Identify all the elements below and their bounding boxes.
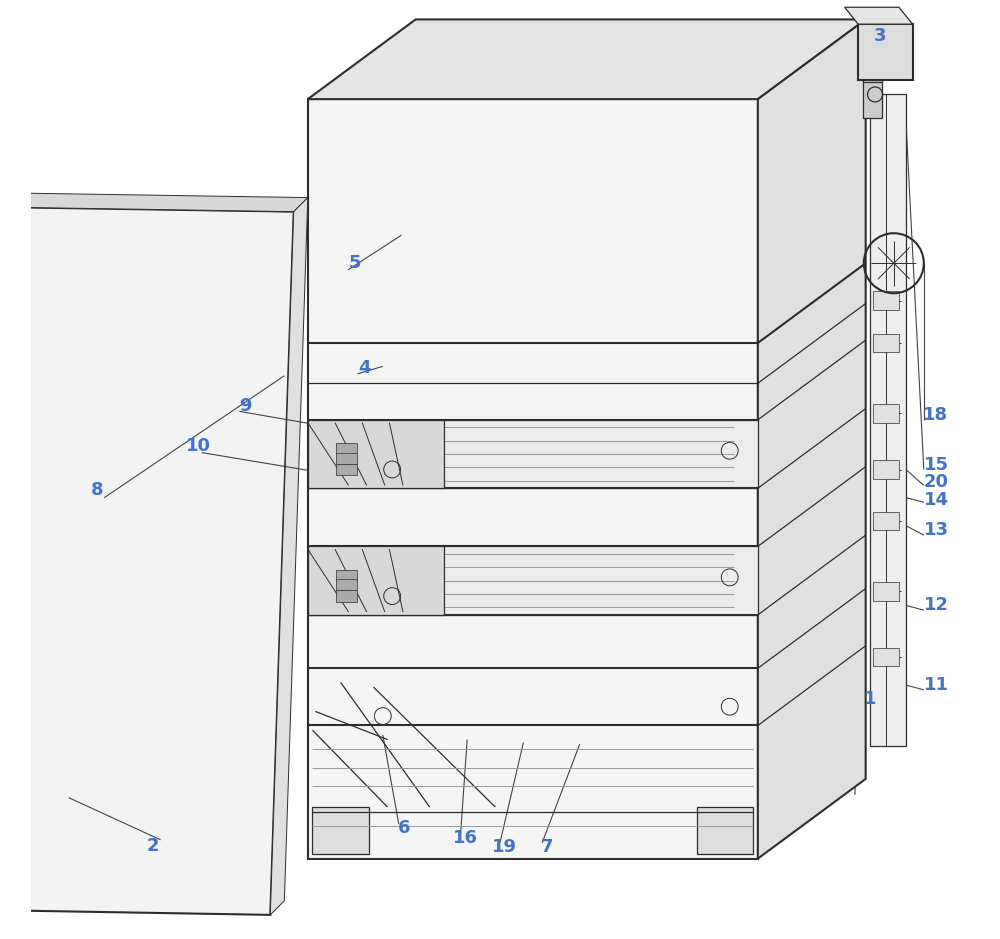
Text: 16: 16 xyxy=(453,829,478,847)
Bar xyxy=(336,464,357,475)
Text: 13: 13 xyxy=(923,521,948,539)
Bar xyxy=(697,807,753,854)
Bar xyxy=(308,420,758,488)
Text: 15: 15 xyxy=(923,455,948,474)
Bar xyxy=(308,420,444,488)
Bar xyxy=(873,582,899,601)
Polygon shape xyxy=(308,100,758,858)
Polygon shape xyxy=(0,207,294,915)
Bar xyxy=(873,648,899,667)
Bar xyxy=(308,546,444,615)
Text: 8: 8 xyxy=(91,481,103,500)
Text: 20: 20 xyxy=(923,472,948,491)
Text: 7: 7 xyxy=(541,839,553,856)
Polygon shape xyxy=(758,20,866,858)
Text: 12: 12 xyxy=(923,596,948,614)
Text: 5: 5 xyxy=(348,254,361,272)
Text: 3: 3 xyxy=(873,27,886,45)
Text: 14: 14 xyxy=(923,490,948,509)
Polygon shape xyxy=(270,197,308,915)
Text: 19: 19 xyxy=(492,839,517,856)
Bar xyxy=(873,460,899,479)
Polygon shape xyxy=(845,8,913,24)
Bar xyxy=(870,95,906,747)
Bar xyxy=(308,546,758,615)
Bar xyxy=(336,453,357,464)
Bar xyxy=(863,66,882,83)
Bar xyxy=(863,81,882,118)
Bar xyxy=(873,333,899,352)
Bar xyxy=(873,404,899,423)
Bar xyxy=(312,807,369,854)
Polygon shape xyxy=(858,24,913,81)
Bar xyxy=(336,443,357,454)
Text: 11: 11 xyxy=(923,676,948,694)
Polygon shape xyxy=(0,192,308,211)
Text: 10: 10 xyxy=(186,437,211,455)
Bar xyxy=(873,512,899,531)
Polygon shape xyxy=(308,20,866,100)
Text: 1: 1 xyxy=(864,690,877,708)
Bar xyxy=(336,570,357,581)
Bar xyxy=(336,591,357,602)
Text: 4: 4 xyxy=(358,360,370,377)
Text: 6: 6 xyxy=(398,819,411,837)
Bar xyxy=(873,291,899,310)
Text: 18: 18 xyxy=(923,407,949,424)
Text: 9: 9 xyxy=(239,397,251,415)
Text: 2: 2 xyxy=(147,838,159,855)
Bar xyxy=(336,579,357,591)
